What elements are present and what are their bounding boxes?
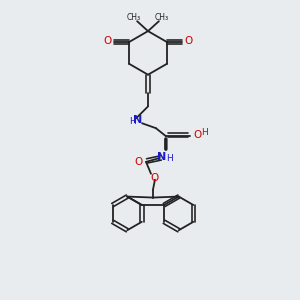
Text: O: O xyxy=(151,173,159,183)
Text: O: O xyxy=(134,157,142,167)
Text: O: O xyxy=(103,36,112,46)
Text: N: N xyxy=(157,152,167,162)
Text: O: O xyxy=(184,36,193,46)
Text: CH₃: CH₃ xyxy=(127,13,141,22)
Text: N: N xyxy=(134,115,143,125)
Text: H: H xyxy=(201,128,208,137)
Text: CH₃: CH₃ xyxy=(155,13,169,22)
Text: O: O xyxy=(194,130,202,140)
Text: H: H xyxy=(129,117,136,126)
Text: H: H xyxy=(167,154,173,164)
